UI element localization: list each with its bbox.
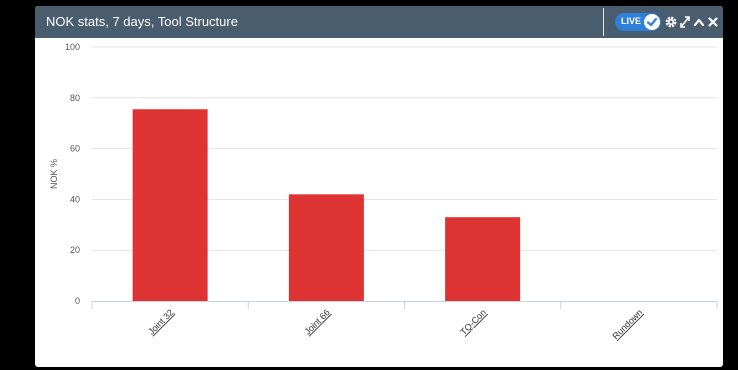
check-icon (644, 14, 660, 30)
bar-tq-con (445, 217, 521, 301)
widget-header: NOK stats, 7 days, Tool Structure LIVE (35, 6, 723, 38)
bar-joint-66 (288, 194, 364, 301)
y-tick-label: 100 (65, 42, 80, 52)
widget-title: NOK stats, 7 days, Tool Structure (46, 14, 238, 29)
x-tick-label[interactable]: TQ-Con (458, 307, 488, 337)
y-tick-label: 0 (75, 296, 80, 306)
bar-joint-32 (132, 109, 208, 301)
gear-icon[interactable] (664, 14, 678, 30)
header-divider (603, 8, 604, 36)
chart-widget: NOK stats, 7 days, Tool Structure LIVE (35, 6, 723, 367)
x-tick-label[interactable]: Joint 66 (302, 307, 331, 336)
live-label: LIVE (621, 16, 642, 26)
y-tick-label: 40 (70, 194, 80, 204)
expand-icon[interactable] (678, 14, 692, 30)
chevron-up-icon[interactable] (692, 14, 706, 30)
bar-chart: 0 20 40 60 80 100 NOK % Joint 32 Joint 66 TQ-Con R… (49, 42, 718, 341)
close-icon[interactable] (706, 14, 720, 30)
chart-area: 0 20 40 60 80 100 NOK % Joint 32 Joint 66 TQ-Con R… (35, 38, 723, 367)
y-tick-label: 20 (70, 245, 80, 255)
y-axis-title: NOK % (49, 159, 59, 189)
y-tick-label: 80 (70, 93, 80, 103)
x-tick-label[interactable]: Rundown (610, 307, 644, 341)
live-toggle[interactable]: LIVE (615, 13, 661, 31)
y-tick-label: 60 (70, 144, 80, 154)
x-tick-label[interactable]: Joint 32 (146, 307, 175, 336)
